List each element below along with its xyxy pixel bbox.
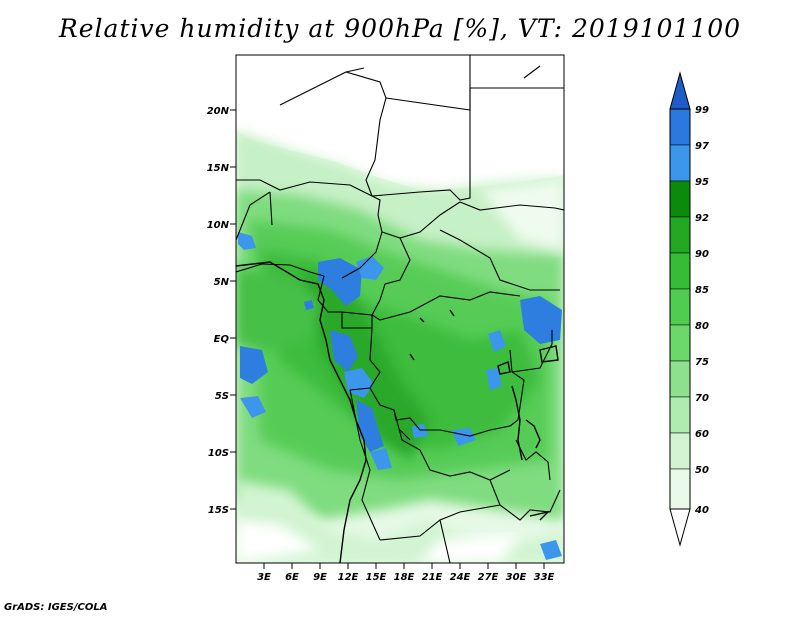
colorbar-segment [669, 396, 691, 434]
lat-label: 15S [208, 505, 229, 516]
axis-ticks [230, 109, 545, 569]
colorbar-label: 75 [695, 357, 709, 368]
colorbar [669, 71, 691, 547]
colorbar-segment [669, 324, 691, 362]
coastlines [236, 261, 559, 563]
colorbar-segment [669, 468, 691, 510]
latitude-labels: 20N 15N 10N 5N EQ 5S 10S 15S [207, 106, 230, 516]
lon-label: 18E [394, 572, 415, 583]
colorbar-segment [669, 360, 691, 398]
colorbar-segment [669, 216, 691, 254]
colorbar-segment [669, 180, 691, 218]
lon-label: 9E [313, 572, 327, 583]
lat-label: 5N [214, 277, 230, 288]
lon-label: 3E [257, 572, 271, 583]
humidity-field [236, 55, 564, 563]
colorbar-segment [669, 432, 691, 470]
lat-label: 5S [215, 391, 229, 402]
colorbar-segment [669, 508, 691, 547]
colorbar-segment [669, 252, 691, 290]
chart-title: Relative humidity at 900hPa [%], VT: 201… [58, 14, 742, 43]
lat-label: 15N [207, 163, 230, 174]
colorbar-segment [669, 288, 691, 326]
colorbar-label: 99 [695, 105, 709, 116]
colorbar-segment [669, 108, 691, 146]
colorbar-label: 92 [695, 213, 709, 224]
lon-label: 6E [285, 572, 299, 583]
colorbar-label: 40 [694, 505, 709, 516]
colorbar-label: 95 [695, 177, 709, 188]
map-frame [235, 54, 565, 564]
colorbar-label: 70 [695, 393, 709, 404]
colorbar-label: 50 [695, 465, 709, 476]
lat-label: 20N [207, 106, 230, 117]
lon-label: 21E [422, 572, 443, 583]
colorbar-labels: 99 97 95 92 90 85 80 75 70 60 50 40 [694, 105, 709, 516]
lon-label: 12E [338, 572, 359, 583]
colorbar-label: 80 [695, 321, 709, 332]
lon-label: 27E [478, 572, 499, 583]
lat-label: 10N [207, 220, 230, 231]
lat-label: EQ [214, 334, 230, 345]
lon-label: 33E [534, 572, 555, 583]
country-borders [236, 55, 564, 563]
longitude-labels: 3E 6E 9E 12E 15E 18E 21E 24E 27E 30E 33E [257, 572, 554, 583]
footer-credit: GrADS: IGES/COLA [4, 602, 108, 613]
lat-label: 10S [208, 448, 229, 459]
colorbar-label: 60 [695, 429, 709, 440]
lon-label: 30E [506, 572, 527, 583]
colorbar-label: 90 [695, 249, 709, 260]
colorbar-segment [669, 71, 691, 110]
lon-label: 24E [450, 572, 471, 583]
colorbar-segment [669, 144, 691, 182]
colorbar-label: 85 [695, 285, 709, 296]
lon-label: 15E [366, 572, 387, 583]
colorbar-label: 97 [695, 141, 709, 152]
